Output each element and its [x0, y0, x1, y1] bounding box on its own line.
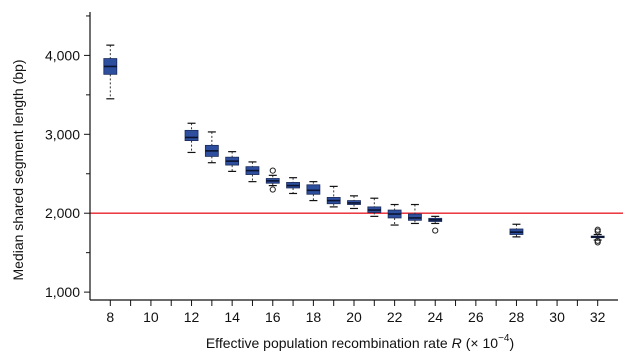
- y-tick-label: 2,000: [45, 205, 80, 221]
- x-tick-label: 28: [509, 309, 525, 325]
- box: [184, 129, 199, 142]
- outlier-point: [594, 237, 601, 244]
- box-group: [367, 197, 382, 217]
- x-tick-label: 14: [224, 309, 240, 325]
- box-group: [428, 215, 443, 234]
- x-tick-label: 16: [265, 309, 281, 325]
- box-group: [286, 177, 300, 195]
- outlier-point: [269, 186, 276, 193]
- outlier-point: [269, 167, 276, 174]
- x-axis-title-variable: R: [452, 335, 462, 351]
- y-axis-title: Median shared segment length (bp): [10, 59, 26, 280]
- y-tick-label: 4,000: [45, 47, 80, 63]
- x-axis-title-exponent: −4: [498, 333, 510, 344]
- x-axis-title-close: ): [509, 335, 514, 351]
- box-group: [225, 151, 240, 172]
- x-axis-title-unit: (× 10: [466, 335, 499, 351]
- x-tick-label: 18: [306, 309, 322, 325]
- box-group: [184, 122, 199, 154]
- box-group: [387, 203, 402, 226]
- x-tick-label: 10: [143, 309, 159, 325]
- outlier-point: [594, 226, 601, 233]
- x-tick-label: 12: [184, 309, 200, 325]
- box-group: [326, 185, 341, 208]
- box-group: [509, 223, 524, 238]
- box-group: [590, 226, 605, 246]
- x-axis: 8 10 12 14 16 18 20 22 24 26 28 30 32: [90, 299, 618, 325]
- y-tick-label: 1,000: [45, 284, 80, 300]
- box-group: [204, 131, 219, 164]
- plot-area: [90, 44, 623, 246]
- y-tick-label: 3,000: [45, 126, 80, 142]
- outlier-point: [432, 227, 439, 234]
- x-tick-label: 8: [106, 309, 114, 325]
- x-tick-label: 30: [549, 309, 565, 325]
- box-group: [347, 195, 361, 210]
- box-group: [306, 181, 321, 202]
- y-axis: 1,000 2,000 3,000 4,000: [45, 12, 91, 300]
- x-tick-label: 26: [468, 309, 484, 325]
- x-tick-label: 32: [590, 309, 606, 325]
- box-group: [245, 161, 260, 183]
- box-group: [408, 203, 422, 225]
- x-axis-title-text: Effective population recombination rate: [206, 335, 448, 351]
- x-tick-label: 20: [346, 309, 362, 325]
- x-axis-title: Effective population recombination rate R…: [206, 333, 514, 351]
- x-tick-label: 22: [387, 309, 403, 325]
- box-group: [265, 167, 280, 193]
- x-tick-label: 24: [427, 309, 443, 325]
- box-group: [103, 44, 118, 100]
